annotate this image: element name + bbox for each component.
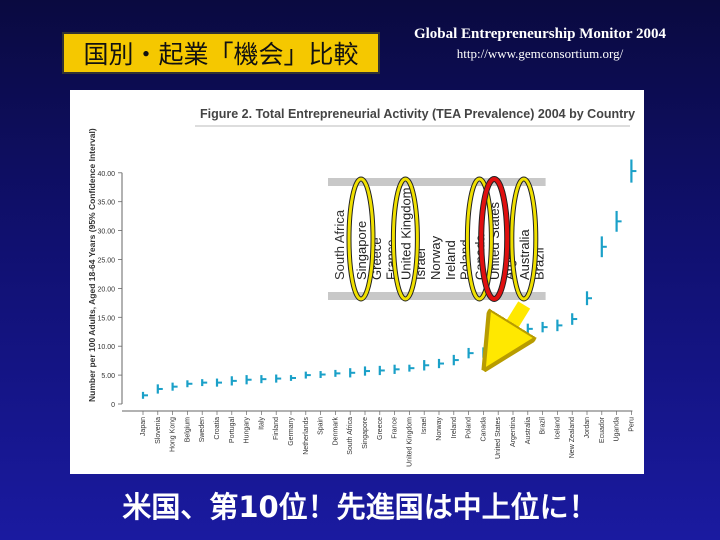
x-tick-label: Argentina bbox=[510, 417, 517, 447]
x-tick-label: Singapore bbox=[362, 417, 369, 449]
y-tick-label: 5.00 bbox=[101, 373, 115, 380]
source-url: http://www.gemconsortium.org/ bbox=[456, 46, 624, 61]
x-tick-label: South Africa bbox=[347, 417, 354, 455]
x-tick-label: Sweden bbox=[199, 417, 206, 442]
highlight-ellipse bbox=[391, 177, 419, 301]
y-tick-label: 35.00 bbox=[97, 200, 115, 207]
chart-title: Figure 2. Total Entrepreneurial Activity… bbox=[200, 107, 635, 121]
x-tick-label: Netherlands bbox=[303, 417, 310, 455]
header-band-label: United Kingdom bbox=[398, 188, 413, 281]
x-tick-label: Canada bbox=[480, 417, 487, 442]
source-name: Global Entrepreneurship Monitor 2004 bbox=[413, 26, 667, 42]
x-tick-label: Spain bbox=[318, 417, 325, 435]
x-tick-label: Ecuador bbox=[599, 416, 606, 443]
x-tick-label: Denmark bbox=[332, 417, 339, 446]
x-tick-label: Portugal bbox=[229, 417, 236, 444]
y-tick-label: 10.00 bbox=[97, 344, 115, 351]
y-tick-label: 0 bbox=[111, 402, 115, 409]
x-tick-label: Japan bbox=[140, 417, 147, 436]
header-band-label: Ireland bbox=[443, 240, 458, 280]
conclusion-text: 米国、第10位！先進国は中上位に！ bbox=[122, 490, 598, 524]
x-tick-label: Hungary bbox=[244, 417, 251, 444]
x-tick-label: Norway bbox=[436, 417, 443, 441]
highlight-ellipse-red bbox=[479, 177, 510, 301]
x-tick-label: Jordan bbox=[584, 417, 591, 439]
x-tick-label: Australia bbox=[525, 417, 532, 444]
header-band-label: Australia bbox=[517, 229, 532, 280]
y-tick-label: 30.00 bbox=[97, 229, 115, 236]
x-tick-label: Germany bbox=[288, 417, 295, 446]
header-band-label: Norway bbox=[428, 235, 443, 280]
x-tick-label: Ireland bbox=[451, 417, 458, 439]
y-tick-label: 25.00 bbox=[97, 258, 115, 265]
arrow bbox=[498, 301, 524, 347]
slide-title-box: 国別・起業「機会」比較 bbox=[62, 32, 380, 74]
x-tick-label: United States bbox=[495, 417, 502, 460]
highlight-ellipse bbox=[347, 177, 375, 301]
source-citation: Global Entrepreneurship Monitor 2004 htt… bbox=[390, 26, 690, 62]
y-tick-label: 40.00 bbox=[97, 171, 115, 178]
x-tick-label: France bbox=[392, 417, 399, 439]
x-tick-label: Slovenia bbox=[155, 417, 162, 444]
x-tick-label: Italy bbox=[258, 417, 265, 430]
slide-title: 国別・起業「機会」比較 bbox=[83, 40, 359, 69]
highlight-ellipse bbox=[510, 177, 538, 301]
y-tick-label: 20.00 bbox=[97, 286, 115, 293]
x-tick-label: Peru bbox=[628, 417, 635, 432]
header-band-label: Singapore bbox=[354, 221, 369, 280]
header-band-label-clipped: South Africa bbox=[332, 209, 347, 280]
header-band-bottom bbox=[328, 292, 546, 300]
x-tick-label: Hong Kong bbox=[170, 417, 177, 452]
x-tick-label: New Zealand bbox=[569, 417, 576, 458]
chart-panel: Figure 2. Total Entrepreneurial Activity… bbox=[70, 90, 644, 474]
x-tick-label: Uganda bbox=[614, 417, 621, 442]
x-tick-label: Iceland bbox=[554, 417, 561, 440]
header-band-top bbox=[328, 178, 546, 186]
y-tick-label: 15.00 bbox=[97, 315, 115, 322]
highlight-ellipse bbox=[465, 177, 493, 301]
x-tick-label: Finland bbox=[273, 417, 280, 440]
x-tick-label: Croatia bbox=[214, 417, 221, 440]
y-axis-label: Number per 100 Adults, Aged 18-64 Years … bbox=[87, 128, 97, 402]
x-tick-label: Belgium bbox=[184, 417, 191, 442]
x-tick-label: Brazil bbox=[540, 417, 547, 435]
x-tick-label: Israel bbox=[421, 417, 428, 435]
x-tick-label: United Kingdom bbox=[406, 417, 413, 467]
x-tick-label: Greece bbox=[377, 417, 384, 440]
tea-chart: Figure 2. Total Entrepreneurial Activity… bbox=[87, 107, 637, 467]
x-tick-label: Poland bbox=[466, 417, 473, 439]
